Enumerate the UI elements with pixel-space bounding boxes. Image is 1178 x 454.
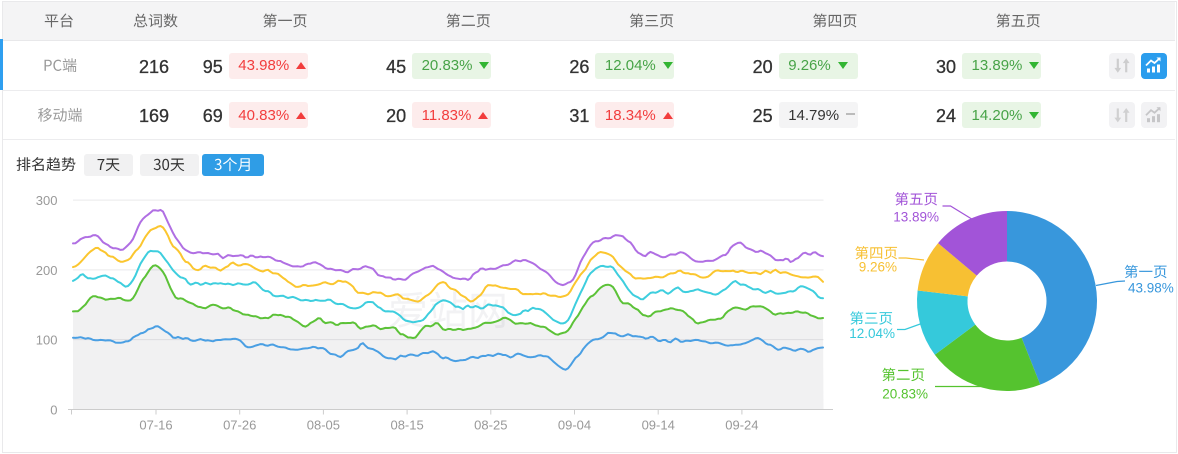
svg-text:08-15: 08-15 <box>390 418 423 433</box>
svg-text:12.04%: 12.04% <box>849 326 895 341</box>
svg-text:07-26: 07-26 <box>223 418 256 433</box>
svg-text:200: 200 <box>36 263 58 278</box>
svg-text:07-16: 07-16 <box>139 418 172 433</box>
svg-text:20.83%: 20.83% <box>882 387 928 402</box>
svg-text:09-14: 09-14 <box>642 418 675 433</box>
svg-text:100: 100 <box>36 333 58 348</box>
svg-text:09-24: 09-24 <box>725 418 758 433</box>
svg-text:13.89%: 13.89% <box>893 210 939 225</box>
svg-text:08-25: 08-25 <box>474 418 507 433</box>
svg-text:9.26%: 9.26% <box>859 260 897 275</box>
svg-text:08-05: 08-05 <box>307 418 340 433</box>
svg-text:43.98%: 43.98% <box>1128 281 1174 296</box>
svg-text:09-04: 09-04 <box>558 418 591 433</box>
svg-text:300: 300 <box>36 193 58 208</box>
svg-text:0: 0 <box>50 402 57 417</box>
